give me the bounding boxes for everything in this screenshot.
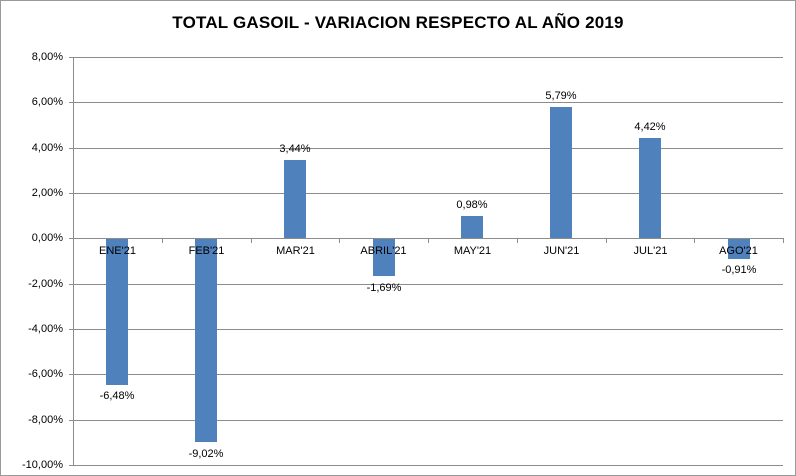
y-axis-tick bbox=[69, 374, 73, 375]
y-tick-label: -2,00% bbox=[28, 278, 63, 290]
category-label: ENE'21 bbox=[99, 245, 136, 257]
x-axis-tick bbox=[517, 238, 518, 243]
x-axis-tick bbox=[339, 238, 340, 243]
value-label: 3,44% bbox=[279, 143, 311, 155]
x-axis-tick bbox=[606, 238, 607, 243]
gridline bbox=[73, 284, 783, 285]
y-tick-label: 4,00% bbox=[31, 142, 63, 154]
gridline bbox=[73, 465, 783, 466]
category-label: MAR'21 bbox=[276, 245, 315, 257]
x-axis-tick bbox=[694, 238, 695, 243]
bar bbox=[195, 239, 217, 442]
gridline bbox=[73, 148, 783, 149]
y-axis-tick bbox=[69, 238, 73, 239]
y-tick-label: 2,00% bbox=[31, 187, 63, 199]
gridline bbox=[73, 57, 783, 58]
bar bbox=[550, 107, 572, 238]
gridline bbox=[73, 102, 783, 103]
x-axis-tick bbox=[162, 238, 163, 243]
y-tick-label: -6,00% bbox=[28, 368, 63, 380]
x-axis-tick bbox=[783, 238, 784, 243]
gridline bbox=[73, 329, 783, 330]
category-label: ABRIL'21 bbox=[360, 245, 407, 257]
gridline bbox=[73, 420, 783, 421]
category-label: FEB'21 bbox=[188, 245, 225, 257]
bar bbox=[106, 239, 128, 385]
value-label: 5,79% bbox=[545, 90, 577, 102]
category-label: JUL'21 bbox=[633, 245, 668, 257]
y-tick-label: 0,00% bbox=[31, 232, 63, 244]
value-label: -6,48% bbox=[99, 390, 135, 402]
chart-title: TOTAL GASOIL - VARIACION RESPECTO AL AÑO… bbox=[172, 13, 624, 32]
x-axis-tick bbox=[73, 238, 74, 243]
y-axis-tick bbox=[69, 57, 73, 58]
x-axis-tick bbox=[251, 238, 252, 243]
y-tick-label: -8,00% bbox=[28, 414, 63, 426]
bar bbox=[461, 216, 483, 238]
y-tick-label: -10,00% bbox=[22, 459, 63, 471]
x-axis-tick bbox=[428, 238, 429, 243]
value-label: -9,02% bbox=[188, 448, 224, 460]
bar bbox=[373, 239, 395, 276]
y-axis-tick bbox=[69, 102, 73, 103]
bar bbox=[284, 160, 306, 238]
y-tick-label: 6,00% bbox=[31, 96, 63, 108]
y-tick-label: 8,00% bbox=[31, 51, 63, 63]
bar bbox=[639, 138, 661, 238]
category-label: AGO'21 bbox=[719, 245, 758, 257]
y-axis-tick bbox=[69, 193, 73, 194]
y-tick-label: -4,00% bbox=[28, 323, 63, 335]
y-axis-tick bbox=[69, 284, 73, 285]
bar bbox=[728, 239, 750, 259]
category-label: JUN'21 bbox=[543, 245, 580, 257]
y-axis-tick bbox=[69, 329, 73, 330]
y-axis-tick bbox=[69, 465, 73, 466]
value-label: -1,69% bbox=[366, 282, 402, 294]
category-label: MAY'21 bbox=[453, 245, 492, 257]
value-label: -0,91% bbox=[721, 264, 757, 276]
value-label: 4,42% bbox=[634, 121, 666, 133]
gridline bbox=[73, 374, 783, 375]
value-label: 0,98% bbox=[456, 199, 488, 211]
y-axis-tick bbox=[69, 420, 73, 421]
y-axis-line bbox=[73, 57, 74, 466]
gridline bbox=[73, 193, 783, 194]
y-axis-tick bbox=[69, 148, 73, 149]
